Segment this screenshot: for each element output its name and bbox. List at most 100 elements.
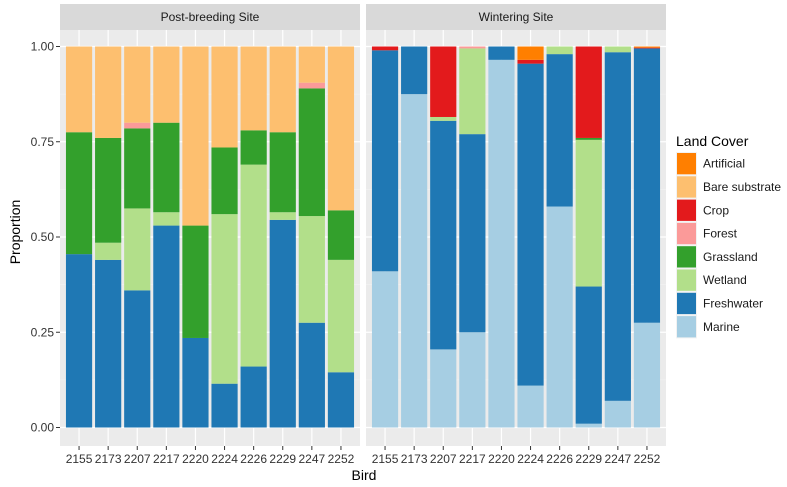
bar-segment-freshwater (240, 366, 267, 428)
bar-stack-2224 (517, 46, 544, 428)
bar-segment-crop (430, 46, 457, 117)
bar-segment-wetland (124, 208, 151, 291)
legend-label: Wetland (703, 273, 747, 287)
bar-segment-freshwater (327, 372, 355, 428)
bar-segment-freshwater (211, 383, 238, 428)
legend-item-marine: Marine (676, 315, 740, 339)
bar-stack-2226 (240, 46, 267, 428)
legend-label: Freshwater (703, 296, 763, 310)
bar-stack-2220 (182, 46, 209, 428)
bar-stack-2226 (546, 46, 573, 428)
x-tick-label: 2217 (459, 452, 486, 466)
x-tick-label: 2247 (298, 452, 325, 466)
bar-segment-forest (298, 82, 325, 89)
y-axis-label: Proportion (7, 200, 23, 265)
bar-segment-freshwater (633, 48, 661, 323)
x-tick-label: 2173 (401, 452, 428, 466)
bar-segment-grassland (211, 147, 238, 215)
x-tick-label: 2217 (153, 452, 180, 466)
bar-stack-2220 (488, 46, 515, 428)
bar-stack-2217 (459, 46, 486, 428)
bar-segment-marine (517, 385, 544, 428)
facet-title: Post-breeding Site (161, 10, 260, 24)
bar-segment-marine (546, 206, 573, 428)
bar-segment-freshwater (575, 286, 602, 424)
bar-segment-freshwater (124, 290, 151, 428)
bar-segment-marine (575, 423, 602, 428)
bar-segment-freshwater (459, 134, 486, 333)
y-tick-label: 0.75 (31, 135, 55, 149)
x-tick-label: 2252 (634, 452, 661, 466)
x-tick-label: 2207 (124, 452, 151, 466)
bar-stack-2229 (575, 46, 602, 428)
x-tick-label: 2224 (211, 452, 238, 466)
bar-segment-freshwater (269, 219, 296, 428)
bar-stack-2207 (430, 46, 457, 428)
bar-segment-grassland (327, 210, 355, 260)
bar-segment-artificial (633, 46, 661, 48)
bar-segment-grassland (269, 132, 296, 213)
bar-segment-grassland (575, 137, 602, 140)
bar-segment-grassland (153, 122, 180, 213)
y-tick-label: 0.25 (31, 325, 55, 339)
x-tick-label: 2155 (372, 452, 399, 466)
x-tick-label: 2252 (328, 452, 355, 466)
bar-segment-crop (517, 59, 544, 64)
legend-title: Land Cover (676, 133, 749, 149)
x-tick-label: 2173 (95, 452, 122, 466)
legend-swatch (677, 176, 696, 198)
bar-stack-2224 (211, 46, 238, 428)
bar-segment-freshwater (182, 337, 209, 428)
y-tick-label: 0.00 (31, 421, 55, 435)
legend-item-artificial: Artificial (676, 152, 745, 176)
legend-swatch (677, 292, 696, 315)
facet-title: Wintering Site (479, 10, 554, 24)
legend-swatch (677, 199, 696, 221)
bar-segment-bare-substrate (124, 46, 151, 123)
bar-segment-marine (633, 322, 661, 428)
legend-label: Forest (703, 227, 738, 241)
bar-segment-freshwater (401, 46, 428, 95)
legend-swatch (677, 246, 696, 268)
bar-stack-2207 (124, 46, 151, 428)
x-tick-label: 2226 (240, 452, 267, 466)
bar-segment-bare-substrate (327, 46, 355, 211)
bar-stack-2155 (371, 46, 399, 428)
bar-segment-grassland (124, 128, 151, 209)
x-tick-label: 2155 (66, 452, 93, 466)
bar-segment-wetland (546, 46, 573, 55)
legend-label: Crop (703, 203, 729, 217)
bar-segment-grassland (240, 130, 267, 165)
x-tick-label: 2220 (488, 452, 515, 466)
legend-label: Grassland (703, 250, 758, 264)
bar-segment-wetland (604, 46, 631, 53)
legend-item-grassland: Grassland (676, 245, 758, 269)
bar-segment-freshwater (517, 63, 544, 386)
bar-segment-wetland (327, 259, 355, 373)
bar-stack-2247 (298, 46, 325, 428)
bar-stack-2217 (153, 46, 180, 428)
x-tick-label: 2247 (604, 452, 631, 466)
legend-label: Marine (703, 320, 740, 334)
bar-segment-marine (604, 400, 631, 428)
legend-item-bare-substrate: Bare substrate (676, 175, 781, 199)
bar-segment-wetland (240, 164, 267, 367)
bar-stack-2252 (633, 46, 661, 428)
legend-label: Artificial (703, 157, 745, 171)
x-tick-label: 2224 (517, 452, 544, 466)
bar-segment-freshwater (604, 52, 631, 401)
bar-segment-bare-substrate (211, 46, 238, 148)
bar-segment-wetland (211, 214, 238, 384)
legend-item-forest: Forest (676, 221, 738, 246)
y-tick-label: 0.50 (31, 230, 55, 244)
bar-segment-marine (371, 271, 399, 428)
legend-swatch (677, 222, 696, 245)
bar-segment-bare-substrate (298, 46, 325, 83)
y-axis: 0.00 0.25 0.50 0.75 1.00 (31, 40, 60, 435)
bar-stack-2173 (95, 46, 122, 428)
bar-segment-wetland (95, 242, 122, 260)
x-axis-label: Bird (352, 467, 377, 483)
bar-segment-bare-substrate (153, 46, 180, 123)
legend-swatch (677, 316, 696, 338)
